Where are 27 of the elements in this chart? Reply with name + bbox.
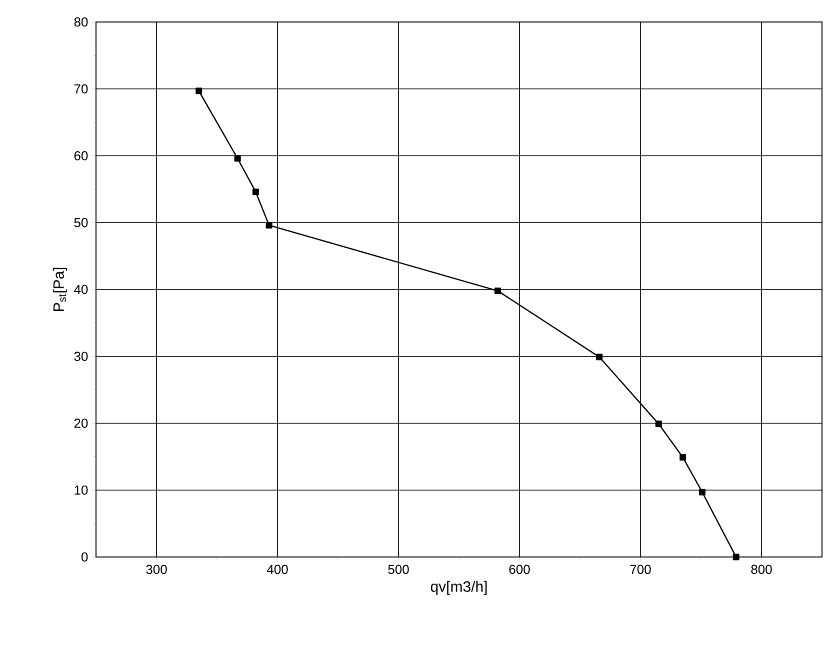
point xyxy=(596,354,603,360)
x-tick-label: 800 xyxy=(751,564,772,574)
x-tick-label: 500 xyxy=(388,564,409,574)
point xyxy=(732,554,740,560)
point xyxy=(234,155,241,162)
y-tick-label: 70 xyxy=(74,84,88,94)
y-axis-title: P$_{st}$[Pa] xyxy=(52,268,67,311)
y-tick-label: 10 xyxy=(74,486,88,495)
y-tick-label: 50 xyxy=(74,218,88,228)
y-tick-label: 0 xyxy=(81,552,88,562)
point xyxy=(196,88,202,94)
point xyxy=(266,222,272,229)
y-tick-label: 20 xyxy=(74,418,88,428)
point xyxy=(698,488,706,496)
x-tick-label: 600 xyxy=(509,564,530,574)
point xyxy=(655,420,662,428)
point xyxy=(252,188,259,196)
y-tick-label: 80 xyxy=(74,17,88,27)
point xyxy=(494,288,501,294)
point xyxy=(680,454,686,461)
x-tick-label: 400 xyxy=(266,564,288,574)
y-tick-label: 30 xyxy=(74,352,88,361)
x-tick-label: 300 xyxy=(146,564,167,574)
y-tick-label: 60 xyxy=(74,151,88,160)
x-axis-title: qv[m3/h] xyxy=(430,580,487,595)
y-tick-label: 40 xyxy=(74,284,88,294)
x-tick-label: 700 xyxy=(630,564,651,574)
